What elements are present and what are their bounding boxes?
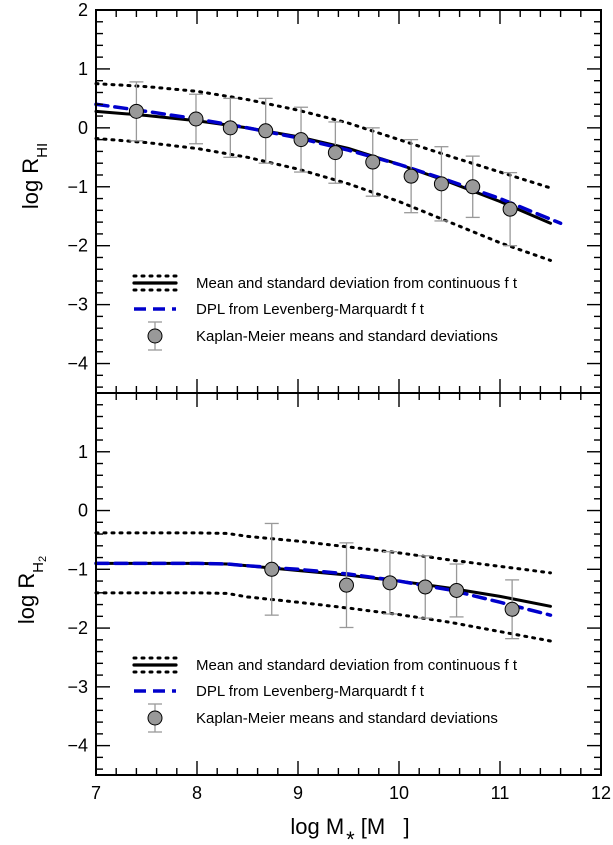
km-point — [365, 127, 381, 197]
y-axis-label-subsub: 2 — [37, 556, 49, 562]
km-marker — [504, 601, 520, 617]
x-tick-label: 8 — [192, 783, 202, 803]
y-axis-label-top: log RHI — [18, 143, 51, 209]
series-line-dpl — [94, 102, 563, 226]
km-marker — [417, 579, 433, 595]
y-tick-label: 2 — [78, 0, 88, 20]
x-tick-label: 10 — [389, 783, 409, 803]
panel-top-hi: 2 1 0 −1 −2 −3 −4 log RHI Mean and standard de… — [18, 0, 602, 394]
km-point — [403, 138, 419, 214]
km-marker — [128, 103, 144, 119]
km-point — [465, 155, 481, 219]
km-point — [502, 171, 518, 247]
y-tick-label: 0 — [78, 501, 88, 521]
series-line-mean — [94, 109, 552, 225]
y-axis-label-sub: H — [30, 562, 47, 573]
series-line-lower — [94, 591, 552, 643]
axes-frame — [95, 392, 602, 776]
km-marker — [327, 145, 343, 161]
km-marker — [338, 577, 354, 593]
y-tick-label: −1 — [67, 559, 88, 579]
km-marker — [365, 154, 381, 170]
km-point — [382, 551, 398, 615]
km-marker — [433, 176, 449, 192]
series-line-upper — [94, 531, 552, 575]
km-marker — [403, 168, 419, 184]
km-point — [417, 555, 433, 619]
km-point — [327, 121, 343, 184]
km-marker — [502, 201, 518, 217]
x-axis-label-sub: * — [346, 827, 355, 845]
y-tick-label: 1 — [78, 442, 88, 462]
legend-bottom: Mean and standard deviation from continu… — [132, 656, 518, 733]
x-axis-label-unit: [M ] — [361, 814, 410, 839]
km-point — [188, 93, 204, 145]
y-tick-label: −2 — [67, 618, 88, 638]
x-tick-label: 7 — [91, 783, 101, 803]
km-marker — [258, 123, 274, 139]
km-point — [293, 106, 309, 173]
km-point — [449, 563, 465, 618]
legend-label-dpl: DPL from Levenberg-Marquardt f t — [196, 683, 425, 700]
legend-label-continuous: Mean and standard deviation from continu… — [196, 657, 518, 674]
plot-area-top — [94, 81, 563, 262]
y-axis-label-sub: HI — [34, 143, 51, 158]
series-line-lower — [94, 136, 552, 262]
legend-label-km: Kaplan-Meier means and standard deviatio… — [196, 328, 498, 345]
y-tick-label: 0 — [78, 118, 88, 138]
series-line-mean — [94, 561, 552, 608]
x-tick-label: 11 — [491, 783, 510, 803]
series-line-dpl — [94, 561, 553, 617]
km-point — [504, 579, 520, 640]
plot-area-bottom — [94, 522, 553, 643]
panel-bottom-h2: 10−1−2−3−47 8 9 10 11 12 log RH2 Mean and sta… — [14, 392, 611, 803]
x-axis-label: log M* [M ] — [290, 814, 409, 845]
y-tick-label: −3 — [67, 677, 88, 697]
km-marker — [449, 582, 465, 598]
km-point — [258, 97, 274, 164]
legend-swatch-km — [147, 328, 163, 344]
y-tick-label: −3 — [67, 295, 88, 315]
legend-label-continuous: Mean and standard deviation from continu… — [196, 275, 518, 292]
km-point — [128, 81, 144, 142]
km-point — [222, 97, 238, 158]
km-marker — [188, 111, 204, 127]
x-axis-label-main: log M — [290, 814, 344, 839]
y-tick-label: −4 — [67, 736, 88, 756]
km-point — [338, 542, 354, 629]
legend-label-km: Kaplan-Meier means and standard deviatio… — [196, 710, 498, 727]
km-point — [433, 146, 449, 222]
legend-label-dpl: DPL from Levenberg-Marquardt f t — [196, 301, 425, 318]
x-tick-label: 12 — [591, 783, 611, 803]
series-line-upper — [94, 82, 552, 190]
x-tick-label: 9 — [293, 783, 303, 803]
legend-top: Mean and standard deviation from continu… — [132, 274, 518, 351]
km-marker — [222, 120, 238, 136]
y-tick-label: −2 — [67, 236, 88, 256]
y-tick-label: 1 — [78, 59, 88, 79]
y-tick-label: −1 — [67, 177, 88, 197]
km-marker — [382, 575, 398, 591]
y-axis-label-main: log R — [14, 573, 39, 624]
axes-bottom: 10−1−2−3−47 8 9 10 11 12 — [67, 392, 611, 803]
legend-swatch-km — [147, 710, 163, 726]
km-marker — [293, 132, 309, 148]
y-tick-label: −4 — [67, 354, 88, 374]
y-axis-label-bottom: log RH2 — [14, 556, 49, 624]
km-marker — [465, 179, 481, 195]
km-marker — [264, 561, 280, 577]
km-point — [264, 522, 280, 616]
y-axis-label-main: log R — [18, 158, 43, 209]
